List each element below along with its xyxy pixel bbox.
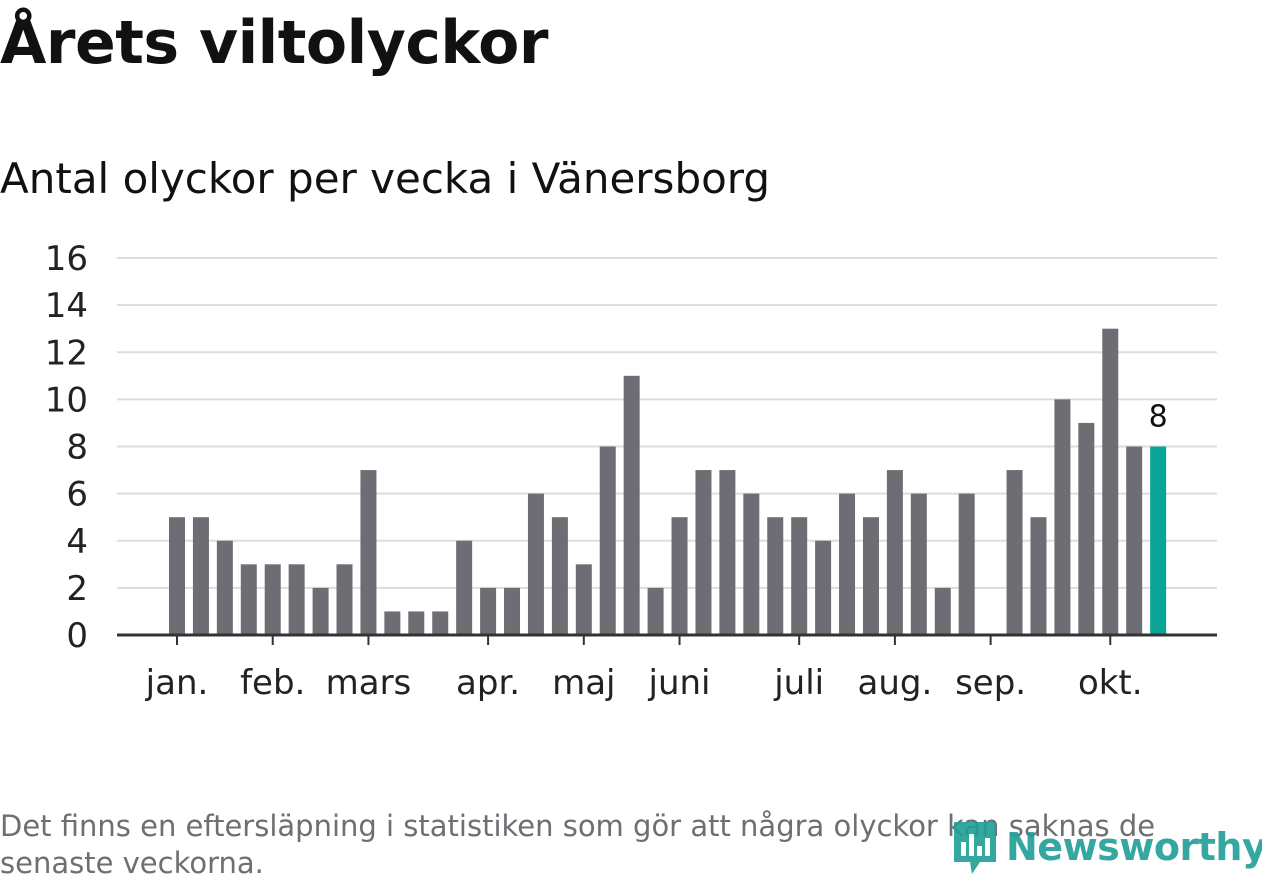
bar bbox=[360, 470, 377, 635]
bar bbox=[480, 587, 497, 635]
y-tick-label: 4 bbox=[66, 522, 88, 562]
bar bbox=[958, 493, 975, 635]
chart-subtitle: Antal olyckor per vecka i Vänersborg bbox=[0, 154, 770, 203]
x-tick-label: aug. bbox=[858, 663, 933, 703]
bar bbox=[647, 587, 664, 635]
bar-chart: 0 2 4 6 8 10 12 14 16 8 jan. feb. mars apr. maj juni jul… bbox=[45, 239, 1217, 703]
bar bbox=[886, 470, 903, 635]
y-tick-label: 10 bbox=[45, 380, 88, 420]
bar bbox=[599, 446, 616, 635]
bar bbox=[1030, 517, 1047, 635]
x-tick-label: apr. bbox=[456, 663, 520, 703]
x-tick-label: okt. bbox=[1078, 663, 1143, 703]
bar bbox=[384, 611, 401, 635]
bar bbox=[934, 587, 951, 635]
bar bbox=[1054, 399, 1071, 635]
y-tick-label: 2 bbox=[66, 569, 88, 609]
bar bbox=[910, 493, 927, 635]
y-tick-label: 12 bbox=[45, 333, 88, 373]
bar bbox=[1102, 328, 1119, 635]
newsworthy-logo-icon bbox=[954, 822, 996, 874]
bar bbox=[240, 564, 257, 635]
x-tick-label: mars bbox=[326, 663, 412, 703]
bar bbox=[312, 587, 329, 635]
page-title: Årets viltolyckor bbox=[0, 8, 549, 78]
bar bbox=[719, 470, 736, 635]
y-tick-label: 8 bbox=[66, 428, 88, 468]
bar bbox=[408, 611, 425, 635]
x-tick-label: maj bbox=[552, 663, 615, 703]
brand-name: Newsworthy bbox=[1006, 825, 1262, 869]
x-tick-label: feb. bbox=[240, 663, 305, 703]
newsworthy-logo: Newsworthy bbox=[950, 818, 1262, 876]
bar bbox=[264, 564, 281, 635]
y-tick-label: 0 bbox=[66, 616, 88, 656]
bar bbox=[839, 493, 856, 635]
bar bbox=[743, 493, 760, 635]
x-tick-label: jan. bbox=[145, 663, 209, 703]
bar bbox=[288, 564, 305, 635]
bar bbox=[791, 517, 808, 635]
x-tick-label: juli bbox=[773, 663, 824, 703]
y-tick-label: 14 bbox=[45, 286, 88, 326]
bar bbox=[695, 470, 712, 635]
bar bbox=[432, 611, 449, 635]
highlight-bar bbox=[1150, 446, 1167, 635]
x-tick-label: juni bbox=[648, 663, 711, 703]
bar bbox=[623, 375, 640, 635]
y-tick-label: 6 bbox=[66, 475, 88, 515]
bar bbox=[1006, 470, 1023, 635]
bar bbox=[551, 517, 568, 635]
data-label: 8 bbox=[1149, 400, 1168, 435]
bar bbox=[336, 564, 353, 635]
bar bbox=[192, 517, 209, 635]
bar bbox=[815, 540, 832, 635]
bar bbox=[575, 564, 592, 635]
bar bbox=[169, 517, 185, 635]
bar bbox=[671, 517, 688, 635]
x-tick-label: sep. bbox=[955, 663, 1026, 703]
bar bbox=[527, 493, 544, 635]
y-tick-label: 16 bbox=[45, 239, 88, 279]
bar bbox=[1078, 422, 1095, 635]
bar bbox=[767, 517, 784, 635]
bar bbox=[456, 540, 473, 635]
bar bbox=[862, 517, 879, 635]
bar bbox=[504, 587, 521, 635]
bar bbox=[1126, 446, 1143, 635]
bar bbox=[216, 540, 233, 635]
